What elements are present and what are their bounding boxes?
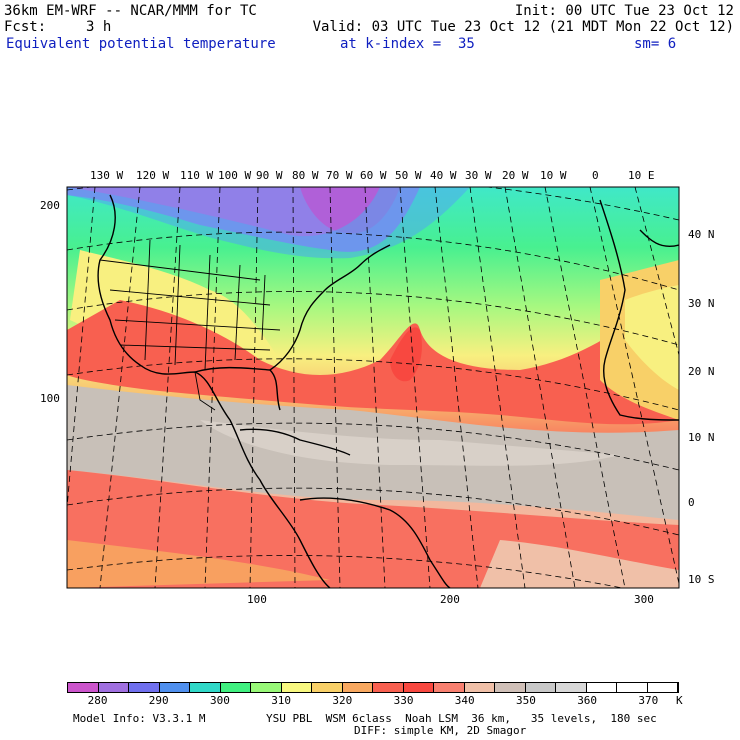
colorbar-swatch (190, 683, 221, 692)
lon-label: 20 W (502, 169, 529, 182)
colorbar-swatch (220, 683, 251, 692)
model-title: 36km EM-WRF -- NCAR/MMM for TC (4, 3, 257, 19)
colorbar-swatch (251, 683, 282, 692)
africa-yellow (625, 285, 679, 390)
lat-label: 30 N (688, 297, 715, 310)
lon-label: 60 W (360, 169, 387, 182)
political-borders (99, 239, 281, 411)
grid-label-left: 100 (40, 392, 60, 405)
forecast-hour: 3 h (86, 19, 112, 35)
colorbar-tick-label: 320 (332, 694, 353, 707)
lon-label: 130 W (90, 169, 124, 182)
map-frame (66, 186, 680, 589)
init-time: Init: 00 UTC Tue 23 Oct 12 (514, 3, 734, 19)
colorbar-swatch (464, 683, 495, 692)
colorbar-tick-label: 360 (577, 694, 598, 707)
colorbar-swatch (98, 683, 129, 692)
colorbar-tick-label: 300 (210, 694, 230, 707)
colorbar-tick-label: 340 (454, 694, 475, 707)
lat-label: 40 N (688, 228, 715, 241)
lon-label: 90 W (256, 169, 283, 182)
colorbar-swatch (68, 683, 99, 692)
colorbar-swatch (434, 683, 465, 692)
colorbar-tick-label: 330 (393, 694, 414, 707)
lon-label: 40 W (430, 169, 457, 182)
colorbar-swatch (159, 683, 190, 692)
colorbar-tick-label: 370 (638, 694, 659, 707)
colorbar-swatch (495, 683, 526, 692)
colorbar-tick-label: 350 (516, 694, 536, 707)
colorbar-swatch (647, 683, 678, 692)
colorbar-swatch (525, 683, 556, 692)
field-name: Equivalent potential temperature (6, 36, 276, 52)
warm-plume (67, 300, 679, 425)
lat-label: 10 S (688, 573, 715, 586)
diffusion-info: DIFF: simple KM, 2D Smagor (354, 724, 527, 737)
south-orange (67, 540, 330, 588)
lat-label: 20 N (688, 365, 715, 378)
colorbar (67, 682, 679, 693)
colorbar-swatch (281, 683, 312, 692)
colorbar-swatch (586, 683, 617, 692)
colorbar-swatch (373, 683, 404, 692)
colorbar-swatch (556, 683, 587, 692)
lon-label: 120 W (136, 169, 170, 182)
lon-label: 80 W (292, 169, 319, 182)
lon-label: 30 W (465, 169, 492, 182)
lon-label: 0 (592, 169, 599, 182)
level-index: at k-index = 35 (340, 36, 475, 52)
colorbar-tick-label: 310 (271, 694, 292, 707)
lon-label: 10 E (628, 169, 655, 182)
valid-time: Valid: 03 UTC Tue 23 Oct 12 (21 MDT Mon … (312, 19, 734, 35)
lon-label: 100 W (218, 169, 252, 182)
colorbar-swatch (312, 683, 343, 692)
model-info: Model Info: V3.3.1 M (73, 712, 206, 725)
grid-label-bottom: 100 (247, 593, 267, 606)
lat-label: 10 N (688, 431, 715, 444)
colorbar-tick-label: 280 (87, 694, 108, 707)
colorbar-swatch (617, 683, 648, 692)
forecast-label: Fcst: (4, 19, 47, 35)
lon-label: 10 W (540, 169, 567, 182)
colorbar-swatch (403, 683, 434, 692)
south-peach (480, 540, 679, 588)
lon-label: 70 W (326, 169, 353, 182)
smoothing-value: sm= 6 (634, 36, 677, 52)
lat-label: 0 (688, 496, 695, 509)
colorbar-ticks: 280 290 300 310 320 330 340 350 360 370 (67, 695, 679, 707)
lon-label: 50 W (395, 169, 422, 182)
colorbar-swatch (129, 683, 160, 692)
physics-info: YSU PBL WSM 6class Noah LSM 36 km, 35 le… (266, 712, 657, 725)
map-field (67, 187, 679, 588)
grid-label-bottom: 200 (440, 593, 460, 606)
colorbar-unit: K (676, 694, 683, 707)
grid-label-left: 200 (40, 199, 60, 212)
lon-label: 110 W (180, 169, 214, 182)
grid-label-bottom: 300 (634, 593, 654, 606)
cyan-band (67, 187, 470, 259)
colorbar-swatch (342, 683, 373, 692)
warm-plume-inner (390, 327, 422, 382)
colorbar-tick-label: 290 (148, 694, 169, 707)
grey-tropics-light (200, 420, 620, 466)
graticule (67, 187, 679, 588)
